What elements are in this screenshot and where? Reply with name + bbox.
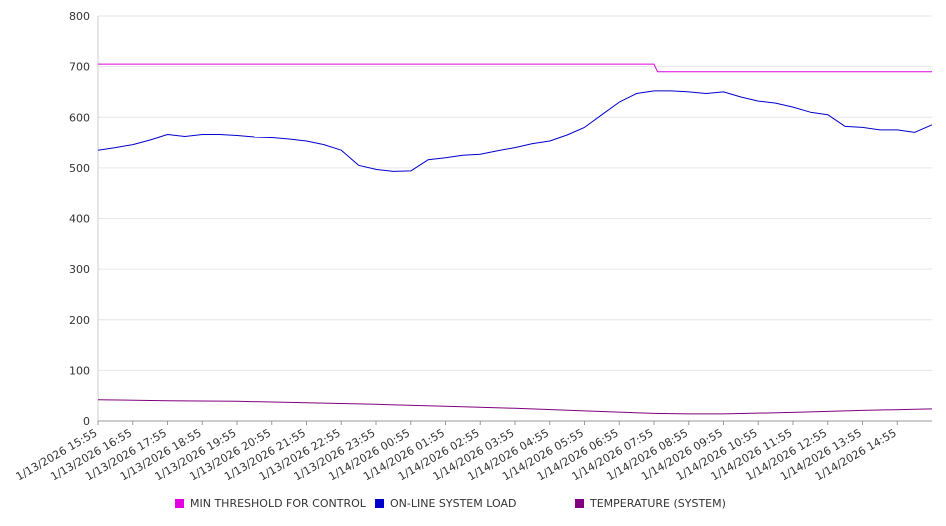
grid-layer <box>98 15 932 371</box>
axis-layer <box>97 16 932 425</box>
series-line-1 <box>97 90 933 172</box>
series-line-2 <box>97 399 933 415</box>
y-tick-label: 600 <box>69 111 90 124</box>
y-tick-label: 0 <box>83 415 90 428</box>
y-tick-label: 200 <box>69 314 90 327</box>
series-layer <box>97 63 933 415</box>
legend-item-temperature: TEMPERATURE (SYSTEM) <box>575 497 726 510</box>
legend: MIN THRESHOLD FOR CONTROL ON-LINE SYSTEM… <box>0 497 946 513</box>
y-tick-label: 100 <box>69 364 90 377</box>
legend-swatch-temperature <box>575 499 584 508</box>
y-tick-label: 500 <box>69 162 90 175</box>
legend-swatch-min-threshold <box>175 499 184 508</box>
legend-item-min-threshold: MIN THRESHOLD FOR CONTROL <box>175 497 366 510</box>
x-tick-labels: 1/13/2026 15:551/13/2026 16:551/13/2026 … <box>14 426 899 483</box>
y-tick-label: 300 <box>69 263 90 276</box>
legend-swatch-system-load <box>375 499 384 508</box>
legend-label-min-threshold: MIN THRESHOLD FOR CONTROL <box>190 497 366 510</box>
y-tick-labels: 800 700 600 500 400 300 200 100 0 <box>69 10 90 428</box>
y-tick-label: 400 <box>69 213 90 226</box>
legend-label-system-load: ON-LINE SYSTEM LOAD <box>390 497 517 510</box>
legend-item-system-load: ON-LINE SYSTEM LOAD <box>375 497 516 510</box>
y-tick-label: 700 <box>69 61 90 74</box>
legend-label-temperature: TEMPERATURE (SYSTEM) <box>590 497 726 510</box>
series-line-0 <box>98 63 932 73</box>
y-tick-label: 800 <box>69 10 90 23</box>
